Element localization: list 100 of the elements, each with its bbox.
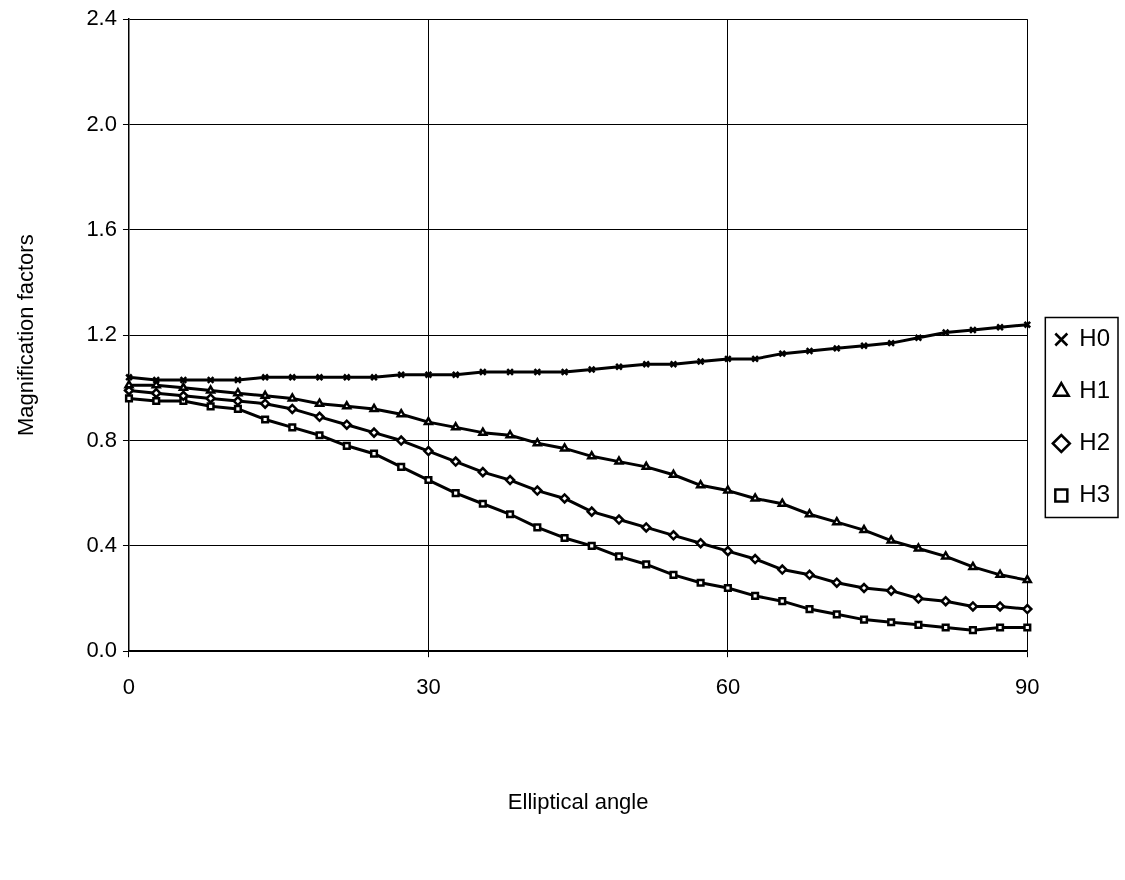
point xyxy=(858,582,870,594)
point xyxy=(587,541,596,550)
y-tick-label: 2.4 xyxy=(86,5,117,31)
point xyxy=(533,367,542,377)
point xyxy=(913,593,924,604)
point xyxy=(260,390,270,400)
point xyxy=(696,578,705,587)
point xyxy=(640,522,652,533)
point xyxy=(913,543,924,552)
point xyxy=(369,449,379,458)
point xyxy=(504,474,516,486)
point xyxy=(559,493,570,504)
point xyxy=(423,445,434,457)
point xyxy=(206,375,215,385)
point xyxy=(342,441,351,450)
point xyxy=(259,398,271,409)
point xyxy=(668,530,679,541)
point xyxy=(341,419,353,430)
point xyxy=(778,597,787,606)
point xyxy=(885,585,897,596)
point xyxy=(887,618,896,627)
point xyxy=(723,583,732,593)
point xyxy=(451,489,460,498)
point xyxy=(968,626,977,635)
legend-label: H3 xyxy=(1079,480,1111,508)
point xyxy=(695,537,706,549)
point xyxy=(859,524,869,534)
point xyxy=(886,535,896,544)
point xyxy=(669,360,678,369)
point xyxy=(560,533,569,543)
point xyxy=(641,461,651,471)
point xyxy=(233,387,243,397)
point xyxy=(805,604,814,614)
point xyxy=(315,431,324,440)
point xyxy=(940,595,951,607)
point xyxy=(424,475,433,485)
point xyxy=(804,569,815,581)
point xyxy=(614,456,624,465)
point xyxy=(914,333,923,342)
point xyxy=(506,510,515,519)
point xyxy=(532,437,543,447)
point xyxy=(941,623,950,632)
point xyxy=(668,469,679,479)
point xyxy=(205,385,216,394)
point xyxy=(559,443,570,452)
point xyxy=(832,516,842,526)
point xyxy=(205,393,216,404)
point xyxy=(152,396,161,406)
point xyxy=(314,398,325,407)
point xyxy=(613,514,625,525)
point xyxy=(914,620,923,629)
point xyxy=(614,552,624,561)
y-tick-label: 1.2 xyxy=(86,321,117,347)
point xyxy=(396,408,406,418)
point xyxy=(777,564,788,575)
legend-label: H1 xyxy=(1079,376,1111,404)
point xyxy=(477,466,489,478)
x-tick-label: 90 xyxy=(1015,674,1040,700)
point xyxy=(368,427,380,438)
point xyxy=(478,427,488,436)
point xyxy=(206,402,215,411)
x-tick-label: 60 xyxy=(715,674,741,700)
point xyxy=(560,367,569,377)
point xyxy=(968,561,978,571)
point xyxy=(669,570,678,579)
point xyxy=(995,623,1005,632)
legend-label: H2 xyxy=(1079,428,1111,456)
point xyxy=(751,591,760,600)
y-tick-label: 0.0 xyxy=(86,637,117,663)
point xyxy=(533,523,542,532)
point xyxy=(1023,623,1032,632)
point xyxy=(831,577,843,588)
point xyxy=(777,498,787,507)
point xyxy=(287,403,298,415)
point xyxy=(749,553,761,565)
point xyxy=(859,341,869,350)
y-tick-label: 2.0 xyxy=(86,110,117,136)
point xyxy=(395,435,407,446)
point xyxy=(261,415,270,424)
point xyxy=(532,485,543,496)
point xyxy=(642,560,651,569)
point xyxy=(178,390,189,402)
point xyxy=(179,375,188,385)
y-tick-label: 1.6 xyxy=(86,215,117,241)
point xyxy=(397,462,406,471)
point xyxy=(832,610,841,619)
point xyxy=(586,506,597,517)
x-axis-title: Elliptical angle xyxy=(507,788,649,814)
point xyxy=(314,411,325,423)
y-axis-title: Magnification factors xyxy=(13,234,39,437)
point xyxy=(423,416,434,426)
point xyxy=(478,499,487,508)
point xyxy=(723,485,733,494)
point xyxy=(940,551,951,560)
x-tick-label: 0 xyxy=(122,674,136,700)
point xyxy=(1022,603,1033,615)
point xyxy=(178,382,189,392)
point xyxy=(369,373,379,382)
point xyxy=(369,403,379,413)
legend-label: H0 xyxy=(1079,324,1111,352)
